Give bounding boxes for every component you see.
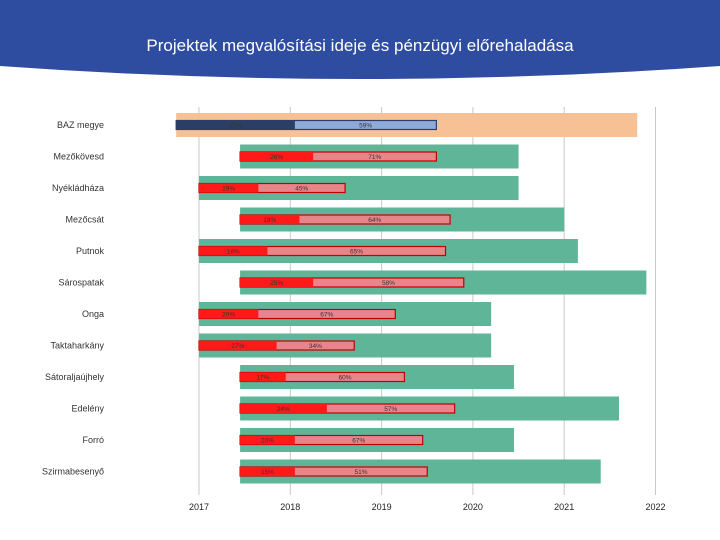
committed-pct-label: 59% bbox=[359, 123, 372, 130]
spent-pct-label: 15% bbox=[261, 469, 274, 476]
committed-pct-label: 64% bbox=[368, 217, 381, 224]
spent-pct-label: 25% bbox=[270, 280, 283, 287]
spent-pct-label: 19% bbox=[222, 186, 235, 193]
row-label: Taktaharkány bbox=[50, 341, 104, 351]
row-label: Szirmabesenyő bbox=[42, 467, 104, 477]
page-title: Projektek megvalósítási ideje és pénzügy… bbox=[146, 36, 574, 55]
x-tick-label: 2017 bbox=[189, 502, 209, 512]
spent-bar bbox=[240, 215, 300, 224]
committed-pct-label: 45% bbox=[295, 186, 308, 193]
committed-pct-label: 60% bbox=[339, 375, 352, 382]
spent-pct-label: 24% bbox=[277, 406, 290, 413]
spent-pct-label: 27% bbox=[231, 343, 244, 350]
row-label: Putnok bbox=[76, 246, 105, 256]
spent-pct-label: 26% bbox=[270, 154, 283, 161]
spent-bar bbox=[199, 309, 259, 319]
x-tick-label: 2021 bbox=[554, 502, 574, 512]
spent-bar bbox=[199, 183, 259, 193]
title-banner bbox=[0, 0, 720, 79]
title-banner-shape bbox=[0, 0, 720, 79]
committed-pct-label: 58% bbox=[382, 280, 395, 287]
row-label: Edelény bbox=[71, 404, 104, 414]
row-label: Onga bbox=[82, 309, 104, 319]
committed-pct-label: 71% bbox=[368, 154, 381, 161]
spent-pct-label: 20% bbox=[261, 438, 274, 445]
committed-pct-label: 67% bbox=[320, 312, 333, 319]
spent-pct-label: 18% bbox=[263, 217, 276, 224]
spent-bar bbox=[240, 435, 295, 445]
spent-bar bbox=[240, 372, 286, 382]
x-tick-label: 2020 bbox=[463, 502, 483, 512]
row-label: BAZ megye bbox=[57, 120, 104, 130]
spent-bar bbox=[240, 404, 327, 413]
committed-pct-label: 65% bbox=[350, 249, 363, 256]
spent-bar bbox=[240, 467, 295, 476]
x-tick-label: 2018 bbox=[280, 502, 300, 512]
row-label: Sárospatak bbox=[58, 278, 104, 288]
spent-pct-label: 27% bbox=[229, 123, 242, 130]
spent-pct-label: 20% bbox=[222, 312, 235, 319]
spent-pct-label: 17% bbox=[256, 375, 269, 382]
spent-bar bbox=[199, 246, 268, 256]
spent-pct-label: 18% bbox=[227, 249, 240, 256]
committed-pct-label: 57% bbox=[384, 406, 397, 413]
x-tick-label: 2022 bbox=[645, 502, 665, 512]
spent-bar bbox=[240, 278, 314, 287]
row-label: Forró bbox=[82, 435, 104, 445]
row-label: Sátoraljaújhely bbox=[45, 372, 105, 382]
committed-pct-label: 34% bbox=[309, 343, 322, 350]
row-label: Nyékládháza bbox=[52, 183, 104, 193]
committed-pct-label: 67% bbox=[352, 438, 365, 445]
spent-bar bbox=[240, 152, 314, 161]
x-tick-label: 2019 bbox=[372, 502, 392, 512]
spent-bar bbox=[199, 341, 277, 350]
row-label: Mezőcsát bbox=[65, 215, 104, 225]
committed-pct-label: 51% bbox=[355, 469, 368, 476]
spent-bar bbox=[176, 120, 295, 130]
row-label: Mezőkövesd bbox=[53, 152, 104, 162]
